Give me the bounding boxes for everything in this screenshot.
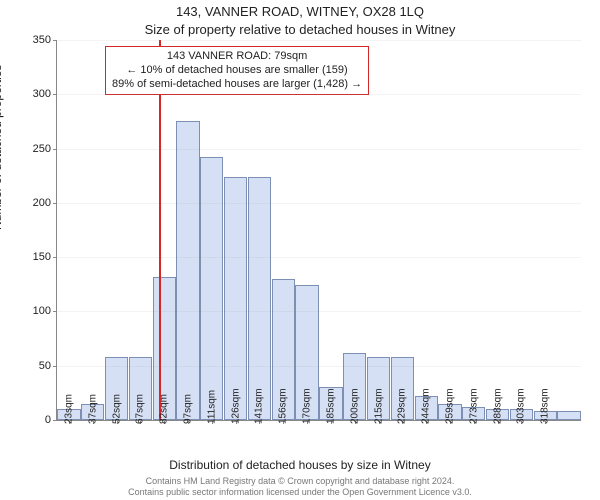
xtick-label: 244sqm — [421, 388, 432, 424]
bar — [176, 121, 199, 420]
footer-line1: Contains HM Land Registry data © Crown c… — [146, 476, 455, 486]
bar — [200, 157, 223, 420]
x-axis-label: Distribution of detached houses by size … — [0, 458, 600, 472]
xtick-label: 141sqm — [254, 388, 265, 424]
gridline-h — [57, 149, 581, 150]
xtick-label: 126sqm — [230, 388, 241, 424]
ytick-label: 0 — [45, 414, 51, 426]
ytick-label: 150 — [33, 251, 51, 263]
xtick-label: 37sqm — [87, 394, 98, 424]
footer-line2: Contains public sector information licen… — [128, 487, 472, 497]
xtick-label: 156sqm — [278, 388, 289, 424]
marker-vertical-line — [159, 40, 161, 420]
gridline-h — [57, 311, 581, 312]
xtick-label: 23sqm — [63, 394, 74, 424]
bar — [557, 411, 580, 420]
bars-container — [57, 40, 581, 420]
xtick-label: 215sqm — [373, 388, 384, 424]
ytick-label: 350 — [33, 34, 51, 46]
xtick-label: 185sqm — [325, 388, 336, 424]
ytick-label: 250 — [33, 143, 51, 155]
ytick-label: 100 — [33, 305, 51, 317]
ytick-mark — [53, 311, 57, 312]
chart-title-address: 143, VANNER ROAD, WITNEY, OX28 1LQ — [0, 4, 600, 19]
xtick-label: 170sqm — [302, 388, 313, 424]
xtick-label: 82sqm — [159, 394, 170, 424]
gridline-h — [57, 203, 581, 204]
y-axis-label: Number of detached properties — [0, 65, 4, 230]
xtick-label: 288sqm — [492, 388, 503, 424]
ytick-mark — [53, 203, 57, 204]
ytick-mark — [53, 257, 57, 258]
gridline-h — [57, 366, 581, 367]
xtick-label: 67sqm — [135, 394, 146, 424]
xtick-label: 259sqm — [445, 388, 456, 424]
chart-title-subtitle: Size of property relative to detached ho… — [0, 22, 600, 37]
annotation-line3: 89% of semi-detached houses are larger (… — [112, 78, 362, 92]
xtick-label: 111sqm — [206, 390, 217, 424]
ytick-label: 50 — [39, 360, 51, 372]
xtick-label: 52sqm — [111, 394, 122, 424]
xtick-label: 97sqm — [183, 394, 194, 424]
annotation-box: 143 VANNER ROAD: 79sqm ← 10% of detached… — [105, 46, 369, 95]
ytick-label: 300 — [33, 88, 51, 100]
plot-area: 143 VANNER ROAD: 79sqm ← 10% of detached… — [56, 40, 581, 421]
ytick-mark — [53, 94, 57, 95]
ytick-label: 200 — [33, 197, 51, 209]
xtick-label: 200sqm — [349, 388, 360, 424]
xtick-label: 303sqm — [516, 388, 527, 424]
ytick-mark — [53, 420, 57, 421]
annotation-line1: 143 VANNER ROAD: 79sqm — [112, 50, 362, 64]
xtick-label: 229sqm — [397, 388, 408, 424]
ytick-mark — [53, 40, 57, 41]
xtick-label: 318sqm — [540, 388, 551, 424]
xtick-label: 273sqm — [468, 388, 479, 424]
bar — [248, 177, 271, 420]
annotation-line2: ← 10% of detached houses are smaller (15… — [112, 64, 362, 78]
footer-attribution: Contains HM Land Registry data © Crown c… — [0, 476, 600, 498]
gridline-h — [57, 94, 581, 95]
ytick-mark — [53, 149, 57, 150]
bar — [224, 177, 247, 420]
ytick-mark — [53, 366, 57, 367]
gridline-h — [57, 257, 581, 258]
gridline-h — [57, 40, 581, 41]
